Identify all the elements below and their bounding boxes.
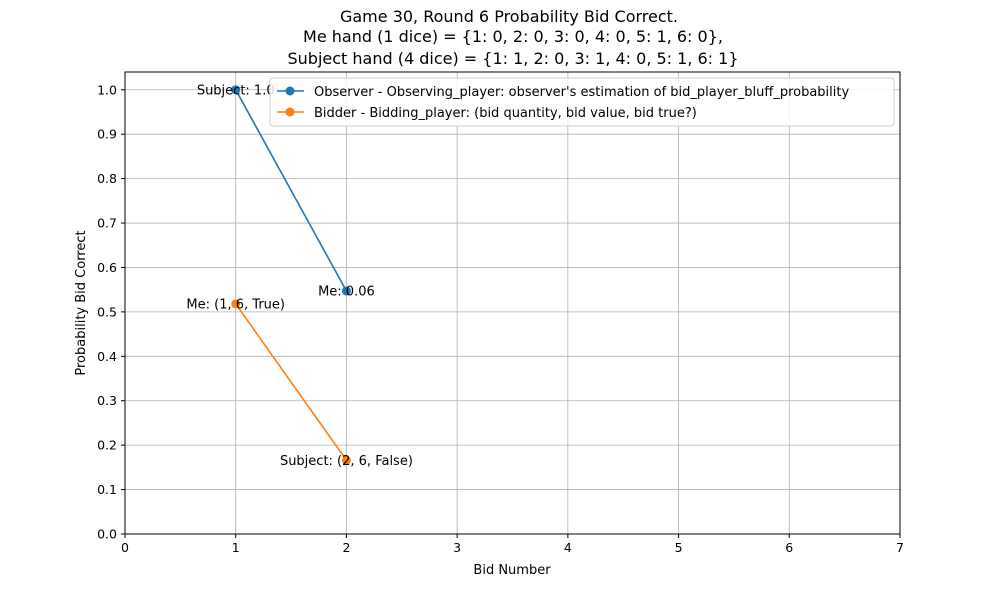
- x-axis-ticks: 0 1 2 3 4 5 6 7: [121, 534, 904, 555]
- series-line-1: [235, 89, 348, 292]
- y-tick-label: 0.3: [97, 393, 117, 408]
- y-tick-label: 0.7: [97, 216, 117, 231]
- data-point: [231, 85, 241, 95]
- data-point: [231, 299, 241, 309]
- y-axis-ticks: 0.0 0.1 0.2 0.3 0.4 0.5 0.6 0.7 0.8 0.9 1.0: [97, 82, 125, 542]
- y-axis-label: Probability Bid Correct: [74, 230, 89, 375]
- y-tick-label: 1.0: [97, 82, 117, 97]
- data-point: [341, 286, 351, 296]
- y-tick-label: 0.2: [97, 438, 117, 453]
- x-axis-label: Bid Number: [473, 563, 551, 578]
- legend-entry-bidder: Bidder - Bidding_player: (bid quantity, …: [314, 106, 697, 121]
- y-tick-label: 0.1: [97, 482, 117, 497]
- series: Subject: 1.0 Me: 0.06 Me: (1, 6, True) Subj…: [186, 83, 412, 468]
- data-label: Me: 0.06: [318, 285, 375, 300]
- y-tick-label: 0.6: [97, 260, 117, 275]
- x-tick-label: 2: [342, 540, 350, 555]
- legend-marker-observer: [285, 86, 295, 96]
- x-tick-label: 7: [896, 540, 904, 555]
- series-line-2: [235, 303, 348, 461]
- legend-entry-observer: Observer - Observing_player: observer's …: [314, 85, 849, 100]
- y-tick-label: 0.4: [97, 349, 117, 364]
- plot-frame: [124, 71, 901, 535]
- x-tick-label: 4: [564, 540, 572, 555]
- title-line-3: Subject hand (4 dice) = {1: 1, 2: 0, 3: …: [287, 49, 738, 68]
- y-tick-label: 0.5: [97, 304, 117, 319]
- title-line-1: Game 30, Round 6 Probability Bid Correct…: [340, 7, 678, 26]
- data-label: Subject: 1.0: [197, 83, 275, 98]
- data-label: Subject: (2, 6, False): [280, 454, 413, 469]
- x-tick-label: 6: [785, 540, 793, 555]
- x-tick-label: 0: [121, 540, 129, 555]
- title-line-2: Me hand (1 dice) = {1: 0, 2: 0, 3: 0, 4:…: [303, 27, 723, 46]
- data-label: Me: (1, 6, True): [186, 297, 285, 312]
- y-tick-label: 0.0: [97, 527, 117, 542]
- x-tick-label: 5: [675, 540, 683, 555]
- legend: Observer - Observing_player: observer's …: [269, 77, 895, 127]
- grid: [124, 72, 901, 535]
- legend-marker-bidder: [285, 107, 295, 117]
- x-tick-label: 3: [453, 540, 461, 555]
- legend-frame: [269, 77, 895, 127]
- y-tick-label: 0.9: [97, 127, 117, 142]
- chart-title: Game 30, Round 6 Probability Bid Correct…: [287, 7, 738, 68]
- y-tick-label: 0.8: [97, 171, 117, 186]
- x-tick-label: 1: [232, 540, 240, 555]
- data-point: [341, 455, 351, 465]
